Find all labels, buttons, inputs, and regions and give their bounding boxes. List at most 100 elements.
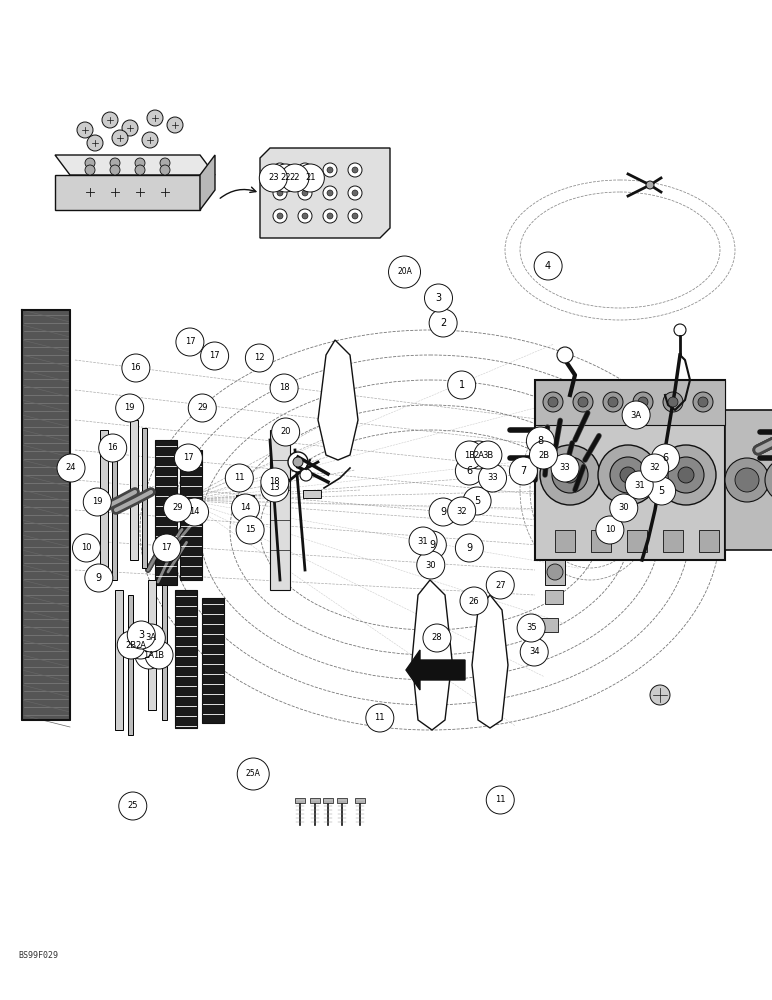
Bar — [128, 595, 133, 735]
Circle shape — [327, 190, 333, 196]
Bar — [130, 420, 138, 560]
Circle shape — [625, 471, 653, 499]
Circle shape — [273, 163, 287, 177]
Circle shape — [735, 468, 759, 492]
Circle shape — [620, 467, 636, 483]
Circle shape — [603, 392, 623, 412]
Circle shape — [578, 397, 588, 407]
Text: 32: 32 — [649, 464, 660, 473]
Circle shape — [562, 467, 578, 483]
Text: 33: 33 — [487, 474, 498, 483]
Circle shape — [277, 190, 283, 196]
Bar — [725, 410, 772, 550]
Text: 3B: 3B — [482, 450, 493, 460]
Bar — [180, 450, 202, 580]
Circle shape — [302, 167, 308, 173]
Circle shape — [302, 213, 308, 219]
Circle shape — [429, 498, 457, 526]
Text: 21: 21 — [305, 174, 316, 182]
Polygon shape — [55, 155, 215, 175]
Polygon shape — [260, 148, 390, 238]
Text: 26: 26 — [469, 596, 479, 605]
Circle shape — [281, 164, 309, 192]
Circle shape — [652, 444, 679, 472]
Bar — [175, 590, 197, 728]
Circle shape — [460, 587, 488, 615]
Bar — [148, 580, 156, 710]
Circle shape — [135, 158, 145, 168]
Circle shape — [277, 167, 283, 173]
Polygon shape — [412, 580, 452, 730]
Circle shape — [486, 571, 514, 599]
Text: 31: 31 — [634, 481, 645, 489]
Circle shape — [698, 397, 708, 407]
Circle shape — [352, 167, 358, 173]
Circle shape — [261, 474, 289, 502]
Text: 8: 8 — [537, 436, 543, 446]
Circle shape — [85, 158, 95, 168]
Circle shape — [674, 324, 686, 336]
Circle shape — [668, 457, 704, 493]
Circle shape — [551, 454, 579, 482]
Text: 19: 19 — [92, 497, 103, 506]
Text: 10: 10 — [81, 544, 92, 552]
Text: BS99F029: BS99F029 — [18, 951, 58, 960]
Circle shape — [122, 354, 150, 382]
Text: 1A: 1A — [144, 650, 154, 660]
Circle shape — [245, 344, 273, 372]
Circle shape — [116, 394, 144, 422]
Polygon shape — [55, 175, 200, 210]
Circle shape — [610, 457, 646, 493]
Circle shape — [455, 457, 483, 485]
Circle shape — [693, 392, 713, 412]
Circle shape — [87, 135, 103, 151]
Circle shape — [765, 458, 772, 502]
Text: 27: 27 — [495, 580, 506, 589]
Circle shape — [455, 441, 483, 469]
Circle shape — [323, 163, 337, 177]
Bar — [236, 495, 254, 503]
Bar — [22, 310, 70, 720]
Bar — [155, 440, 177, 585]
Circle shape — [520, 638, 548, 666]
Circle shape — [527, 427, 554, 455]
Circle shape — [164, 494, 191, 522]
Text: 3: 3 — [138, 630, 144, 640]
Circle shape — [145, 641, 173, 669]
Circle shape — [548, 397, 558, 407]
Text: 5: 5 — [659, 486, 665, 496]
Circle shape — [277, 213, 283, 219]
Bar — [115, 590, 123, 730]
Circle shape — [648, 477, 676, 505]
Circle shape — [573, 392, 593, 412]
Bar — [591, 530, 611, 552]
Circle shape — [85, 165, 95, 175]
Circle shape — [455, 534, 483, 562]
Circle shape — [77, 122, 93, 138]
Circle shape — [425, 284, 452, 312]
Text: 32: 32 — [456, 506, 467, 516]
Circle shape — [417, 551, 445, 579]
Text: 33: 33 — [560, 464, 571, 473]
Text: 13: 13 — [269, 484, 280, 492]
Polygon shape — [318, 340, 358, 460]
Text: 1B: 1B — [154, 650, 164, 660]
Circle shape — [418, 531, 446, 559]
Text: 9: 9 — [96, 573, 102, 583]
Circle shape — [272, 418, 300, 446]
Text: 4: 4 — [545, 261, 551, 271]
Circle shape — [127, 631, 154, 659]
Text: 9: 9 — [440, 507, 446, 517]
Circle shape — [102, 112, 118, 128]
Circle shape — [117, 631, 145, 659]
Circle shape — [112, 130, 128, 146]
Circle shape — [110, 158, 120, 168]
Polygon shape — [472, 595, 508, 728]
Circle shape — [236, 516, 264, 544]
Circle shape — [176, 328, 204, 356]
Circle shape — [543, 392, 563, 412]
Circle shape — [273, 186, 287, 200]
Circle shape — [596, 516, 624, 544]
Text: 17: 17 — [161, 544, 172, 552]
Circle shape — [153, 534, 181, 562]
